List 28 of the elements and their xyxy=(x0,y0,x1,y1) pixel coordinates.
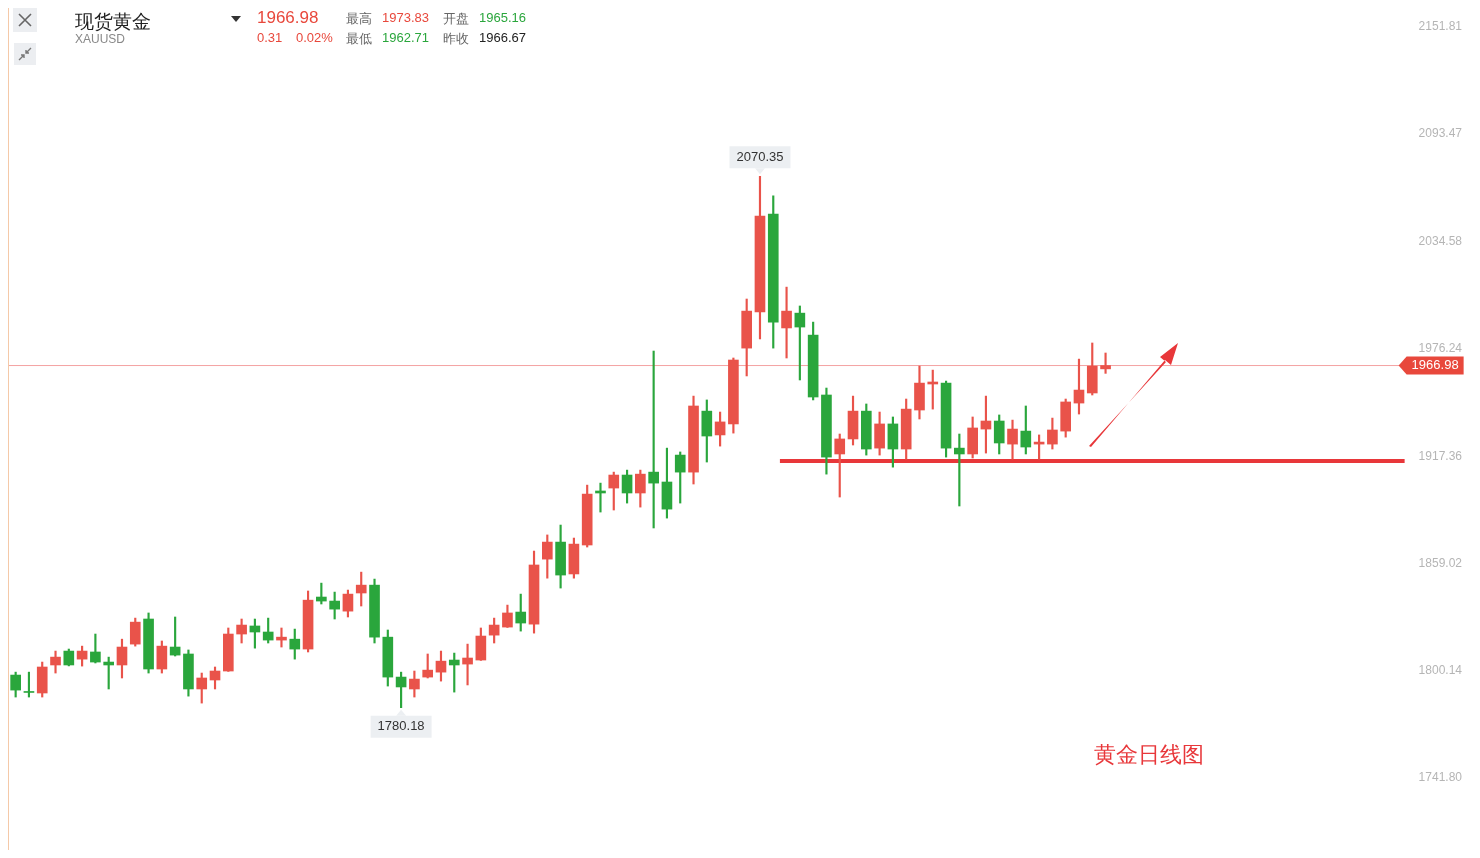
candlestick xyxy=(1100,352,1111,374)
chart-title: 现货黄金 xyxy=(75,10,151,34)
y-tick-label: 1800.14 xyxy=(1418,663,1463,678)
y-tick-label: 2034.58 xyxy=(1418,234,1463,249)
y-tick-label: 2151.81 xyxy=(1418,19,1463,34)
y-tick-label: 1859.02 xyxy=(1418,555,1463,570)
text: 开盘 xyxy=(443,10,469,28)
y-tick-label: 1976.24 xyxy=(1418,340,1463,355)
text: XAUUSD xyxy=(75,32,126,46)
text: 1965.16 xyxy=(479,10,526,25)
y-tick-label: 1917.36 xyxy=(1418,448,1463,463)
candlestick xyxy=(462,643,473,686)
annotation: 0.31 xyxy=(257,30,283,45)
ref-line-label: 1966.98 xyxy=(1411,357,1459,373)
annotation: 1966.98 xyxy=(257,8,319,28)
annotation: 0.02% xyxy=(296,30,333,45)
annotation: 1966.67 xyxy=(479,30,526,45)
annotation: 1780.18 xyxy=(377,718,425,734)
annotation: 昨收 xyxy=(443,30,469,48)
text: 最高 xyxy=(346,10,372,28)
annotation: 最低 xyxy=(346,30,372,48)
annotation: 2070.35 xyxy=(736,148,784,164)
y-tick-label: 1741.80 xyxy=(1418,770,1463,785)
annotation: 1962.71 xyxy=(382,30,429,45)
annotation: 黄金日线图 xyxy=(1094,741,1204,769)
candlestick xyxy=(781,286,792,359)
text: 1973.83 xyxy=(382,10,429,25)
y-tick-label: 2093.47 xyxy=(1418,126,1463,141)
